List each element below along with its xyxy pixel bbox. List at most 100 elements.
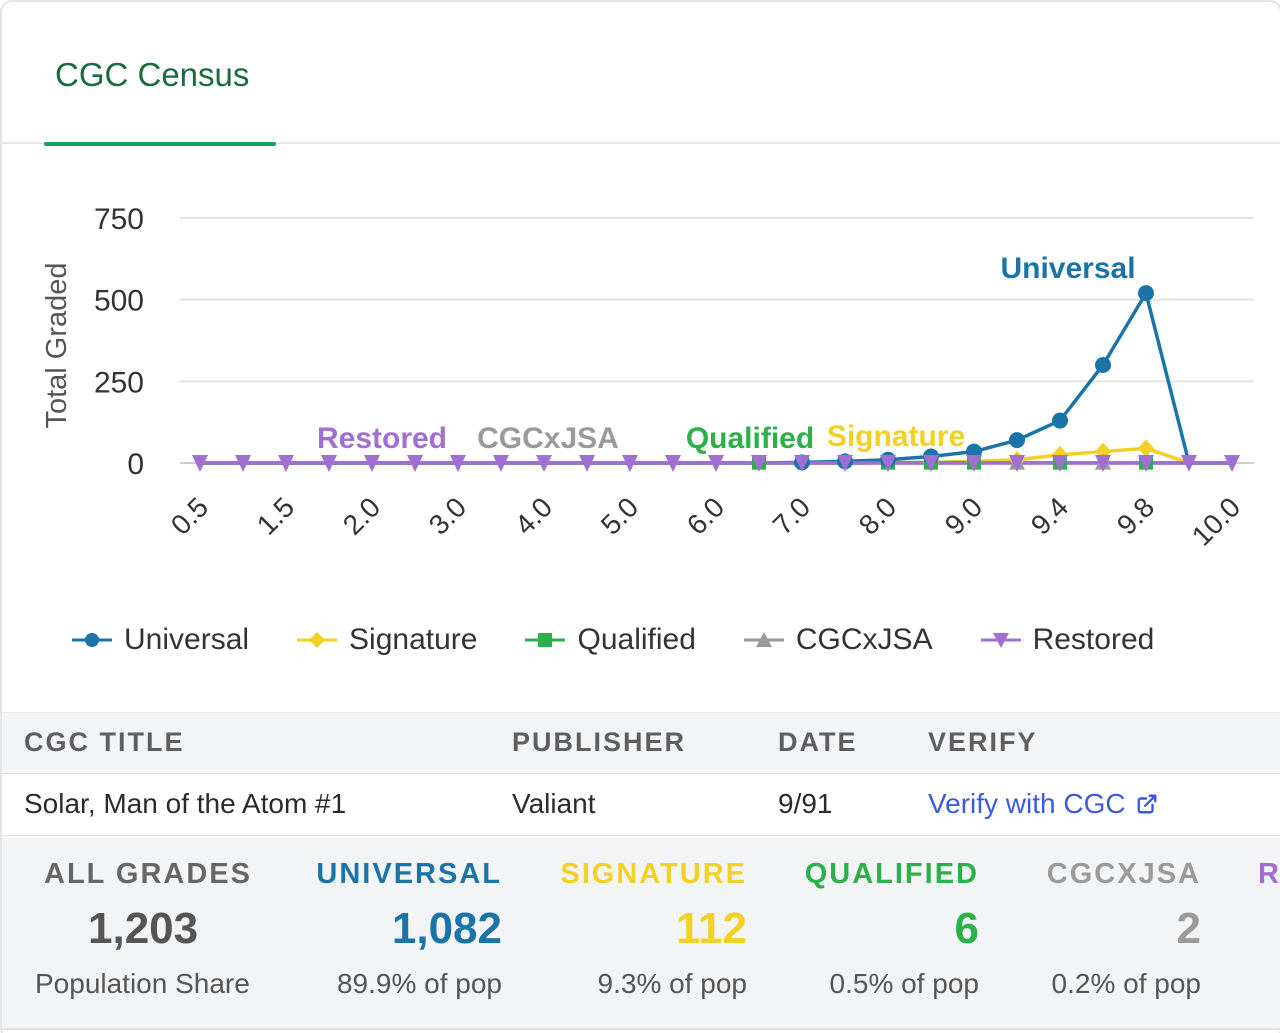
stat-sub: 9.3% of pop <box>597 968 747 999</box>
x-tick-label: 0.5 <box>165 491 214 540</box>
stat-qualified: QUALIFIED 6 0.5% of pop <box>752 838 984 1030</box>
x-tick-label: 8.0 <box>853 491 902 540</box>
data-point <box>579 455 595 472</box>
x-tick-label: 10.0 <box>1186 491 1246 551</box>
stat-value: 6 <box>954 904 979 953</box>
population-stats: ALL GRADES 1,203 Population Share UNIVER… <box>2 838 1280 1030</box>
data-point <box>923 455 939 472</box>
triangle-down-marker-icon <box>980 633 1021 648</box>
stat-value: 112 <box>676 904 747 953</box>
comic-info-table: CGC TITLE PUBLISHER DATE VERIFY Solar, M… <box>2 712 1280 836</box>
y-tick-label: 750 <box>94 203 144 236</box>
y-tick-label: 500 <box>94 285 144 318</box>
tab-label: CGC Census <box>55 56 250 93</box>
data-point <box>966 455 982 472</box>
data-point <box>1181 455 1197 472</box>
data-point <box>1095 357 1111 373</box>
legend-item-universal[interactable]: Universal <box>72 623 249 657</box>
y-tick-label: 250 <box>94 366 144 399</box>
verify-link-label: Verify with CGC <box>928 788 1126 819</box>
stat-label: QUALIFIED <box>804 858 979 890</box>
stat-sub: 89.9% of pop <box>336 968 502 999</box>
data-point <box>493 455 509 472</box>
data-point <box>837 455 853 472</box>
data-point <box>708 455 724 472</box>
data-point <box>1138 455 1154 472</box>
series-annotation: Restored <box>317 422 447 455</box>
diamond-marker-icon <box>297 632 338 648</box>
stat-label: CGCXJSA <box>1046 858 1201 890</box>
data-point <box>321 455 337 472</box>
stat-signature: SIGNATURE 112 9.3% of pop <box>507 838 752 1030</box>
publisher-cell: Valiant <box>512 788 596 819</box>
data-point <box>407 455 423 472</box>
verify-with-cgc-link[interactable]: Verify with CGC <box>928 788 1158 820</box>
data-point <box>1009 455 1025 472</box>
legend-item-restored[interactable]: Restored <box>980 623 1155 657</box>
stat-cgcxjsa: CGCXJSA 2 0.2% of pop <box>984 838 1206 1030</box>
series-annotation: CGCxJSA <box>477 422 619 455</box>
column-header-title: CGC TITLE <box>24 727 185 757</box>
tab-cgc-census[interactable]: CGC Census <box>44 2 276 146</box>
external-link-icon <box>1137 794 1157 814</box>
series-annotation: Universal <box>1000 252 1135 285</box>
data-point <box>1224 455 1240 472</box>
data-point <box>1009 432 1025 449</box>
column-header-verify: VERIFY <box>928 727 1038 757</box>
stat-restored: R <box>1258 838 1280 1030</box>
data-point <box>1138 439 1154 458</box>
x-tick-label: 5.0 <box>595 491 644 540</box>
stat-sub: 0.2% of pop <box>1051 968 1201 999</box>
stat-sub: Population Share <box>35 968 250 999</box>
legend-item-cgcxjsa[interactable]: CGCxJSA <box>743 623 933 657</box>
legend-label: Qualified <box>577 623 696 656</box>
data-point <box>622 455 638 472</box>
data-point <box>192 455 208 472</box>
legend-label: Universal <box>124 623 250 656</box>
comic-title-cell: Solar, Man of the Atom #1 <box>24 788 347 819</box>
series-annotation: Signature <box>827 420 965 453</box>
stat-label: UNIVERSAL <box>316 858 502 890</box>
stat-label: ALL GRADES <box>44 858 252 890</box>
x-tick-label: 9.0 <box>939 491 988 540</box>
stat-value: 1,203 <box>88 904 199 953</box>
x-tick-label: 1.5 <box>251 491 300 540</box>
legend-item-qualified[interactable]: Qualified <box>525 623 696 657</box>
table-header-row: CGC TITLE PUBLISHER DATE VERIFY <box>2 712 1280 774</box>
data-point <box>1052 455 1068 472</box>
stat-label: R <box>1258 858 1280 890</box>
data-point <box>1052 412 1068 429</box>
legend-label: Restored <box>1032 623 1155 656</box>
x-tick-label: 3.0 <box>423 491 472 540</box>
x-tick-label: 4.0 <box>509 491 558 540</box>
data-point <box>665 455 681 472</box>
stat-sub: 0.5% of pop <box>829 968 979 999</box>
stat-universal: UNIVERSAL 1,082 89.9% of pop <box>292 838 507 1030</box>
x-tick-label: 9.8 <box>1111 491 1160 540</box>
data-point <box>751 455 767 472</box>
data-point <box>794 455 810 472</box>
data-point <box>278 455 294 472</box>
date-cell: 9/91 <box>778 788 833 819</box>
stat-label: SIGNATURE <box>560 858 747 890</box>
circle-marker-icon <box>72 633 112 647</box>
legend-label: Signature <box>349 623 478 656</box>
y-axis-title: Total Graded <box>41 262 73 428</box>
data-point <box>364 455 380 472</box>
column-header-date: DATE <box>778 727 858 757</box>
stat-value: 1,082 <box>391 904 502 953</box>
stat-all-grades: ALL GRADES 1,203 Population Share <box>2 838 292 1030</box>
legend-item-signature[interactable]: Signature <box>297 623 477 657</box>
table-row: Solar, Man of the Atom #1 Valiant 9/91 V… <box>2 774 1280 836</box>
y-tick-label: 0 <box>127 448 144 481</box>
data-point <box>450 455 466 472</box>
column-header-publisher: PUBLISHER <box>512 727 687 757</box>
x-tick-label: 7.0 <box>767 491 816 540</box>
data-point <box>1138 285 1154 302</box>
x-tick-label: 9.4 <box>1025 491 1074 540</box>
census-line-chart: 0 250 500 750 Total Graded 0.5 1.5 2.0 3.0 4.0 5.0… <box>41 203 1254 552</box>
active-tab-indicator <box>44 142 276 146</box>
chart-legend: Universal Signature Qualified CGCxJSA Re… <box>72 618 1154 662</box>
x-tick-label: 2.0 <box>337 491 386 540</box>
